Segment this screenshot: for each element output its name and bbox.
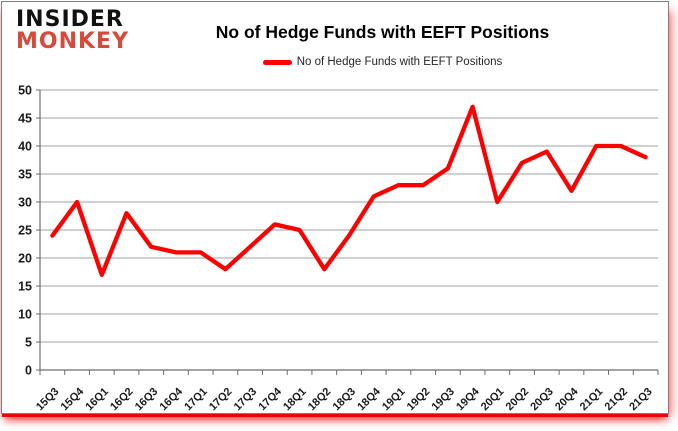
x-axis-label: 17Q1 — [182, 386, 210, 413]
x-axis-label: 21Q2 — [603, 386, 631, 413]
y-axis-label: 5 — [25, 336, 32, 350]
y-axis-label: 40 — [18, 140, 32, 154]
hedge-funds-series-line — [50, 104, 648, 277]
x-axis-label: 16Q1 — [83, 386, 111, 413]
x-axis-label: 15Q3 — [34, 386, 62, 413]
x-axis-label: 17Q4 — [256, 385, 284, 413]
x-axis-label: 20Q4 — [553, 385, 581, 413]
legend-label: No of Hedge Funds with EEFT Positions — [296, 56, 503, 68]
x-axis-label: 20Q1 — [479, 386, 507, 413]
y-axis-label: 10 — [18, 308, 32, 322]
y-axis-label: 20 — [18, 252, 32, 266]
y-axis-label: 0 — [25, 364, 32, 378]
y-axis-label: 25 — [18, 224, 32, 238]
y-axis-label: 45 — [18, 112, 32, 126]
y-axis-label: 30 — [18, 196, 32, 210]
x-axis-label: 16Q3 — [133, 386, 161, 413]
legend-line-marker — [262, 59, 292, 65]
x-axis-label: 15Q4 — [59, 385, 87, 413]
x-axis-label: 18Q3 — [331, 386, 359, 413]
chart-legend: No of Hedge Funds with EEFT Positions — [97, 56, 668, 68]
x-axis-label: 16Q4 — [158, 385, 186, 413]
line-chart-plot: 0 5 10 15 20 25 30 35 40 45 50 15Q315Q416Q116Q216Q3… — [18, 84, 659, 413]
chart-title: No of Hedge Funds with EEFT Positions — [215, 22, 550, 42]
x-axis-label: 19Q2 — [405, 386, 433, 413]
x-axis-label: 18Q4 — [355, 385, 383, 413]
y-axis-label: 50 — [18, 84, 32, 98]
x-axis-label: 16Q2 — [108, 386, 136, 413]
x-axis-label: 20Q2 — [504, 386, 532, 413]
logo-text-monkey: MONKEY — [16, 28, 130, 54]
x-axis-label: 19Q1 — [380, 386, 408, 413]
x-axis-label: 19Q4 — [454, 385, 482, 413]
x-axis-label: 19Q3 — [429, 386, 457, 413]
x-axis-label: 20Q3 — [528, 386, 556, 413]
y-axis-label: 15 — [18, 280, 32, 294]
x-axis-label: 17Q2 — [207, 386, 235, 413]
x-axis-label: 18Q1 — [281, 386, 309, 413]
y-axis-label: 35 — [18, 168, 32, 182]
x-axis-label: 21Q3 — [627, 386, 655, 413]
x-axis-label: 18Q2 — [306, 386, 334, 413]
logo-text-insider: INSIDER — [16, 7, 124, 32]
x-axis-label: 17Q3 — [232, 386, 260, 413]
x-axis-label: 21Q1 — [578, 386, 606, 413]
insider-monkey-logo: INSIDER MONKEY — [16, 9, 129, 52]
chart-card: 0 5 10 15 20 25 30 35 40 45 50 15Q3 15Q4 16Q1 16Q2 16Q3… — [1, 1, 669, 414]
